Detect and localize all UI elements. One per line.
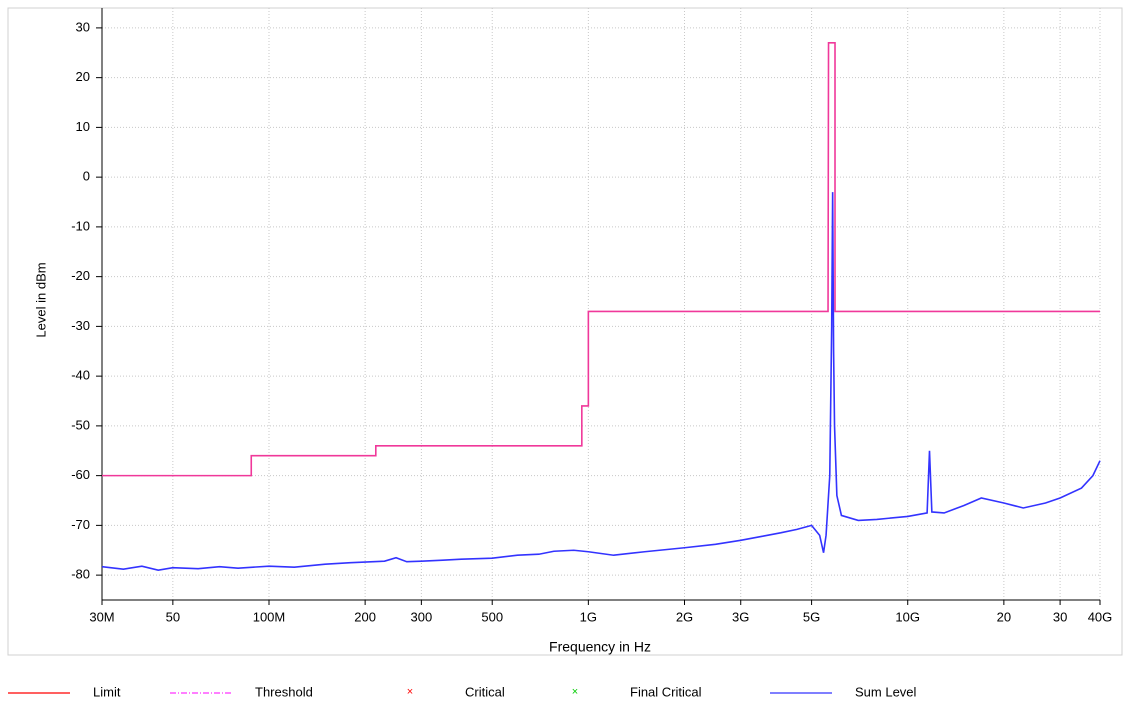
legend-marker: × bbox=[572, 686, 578, 698]
legend-label: Critical bbox=[465, 684, 505, 699]
y-tick-label: -10 bbox=[71, 218, 90, 233]
y-tick-label: 20 bbox=[76, 69, 90, 84]
x-tick-label: 40G bbox=[1088, 609, 1113, 624]
x-tick-label: 300 bbox=[411, 609, 433, 624]
x-tick-label: 100M bbox=[253, 609, 286, 624]
x-tick-label: 3G bbox=[732, 609, 749, 624]
y-tick-label: -30 bbox=[71, 318, 90, 333]
legend-marker: × bbox=[407, 686, 413, 698]
x-tick-label: 30M bbox=[89, 609, 114, 624]
x-tick-label: 1G bbox=[580, 609, 597, 624]
x-tick-label: 10G bbox=[895, 609, 920, 624]
legend-label: Threshold bbox=[255, 684, 313, 699]
x-axis-label: Frequency in Hz bbox=[549, 639, 651, 655]
y-tick-label: -50 bbox=[71, 417, 90, 432]
legend-label: Limit bbox=[93, 684, 121, 699]
series-line bbox=[102, 42, 1100, 477]
legend-label: Final Critical bbox=[630, 684, 702, 699]
plot-frame bbox=[7, 7, 1123, 656]
x-tick-label: 30 bbox=[1053, 609, 1067, 624]
y-tick-label: -60 bbox=[71, 467, 90, 482]
y-tick-label: 30 bbox=[76, 19, 90, 34]
y-tick-label: -20 bbox=[71, 268, 90, 283]
y-tick-label: -70 bbox=[71, 517, 90, 532]
y-tick-label: -80 bbox=[71, 567, 90, 582]
y-tick-label: 10 bbox=[76, 119, 90, 134]
x-tick-label: 2G bbox=[676, 609, 693, 624]
legend-label: Sum Level bbox=[855, 684, 917, 699]
y-tick-label: 0 bbox=[83, 169, 90, 184]
x-tick-label: 200 bbox=[354, 609, 376, 624]
x-tick-label: 50 bbox=[166, 609, 180, 624]
y-axis-label: Level in dBm bbox=[33, 262, 48, 337]
x-tick-label: 20 bbox=[997, 609, 1011, 624]
y-tick-label: -40 bbox=[71, 368, 90, 383]
x-tick-label: 5G bbox=[803, 609, 820, 624]
x-tick-label: 500 bbox=[481, 609, 503, 624]
series-line bbox=[101, 192, 1101, 571]
